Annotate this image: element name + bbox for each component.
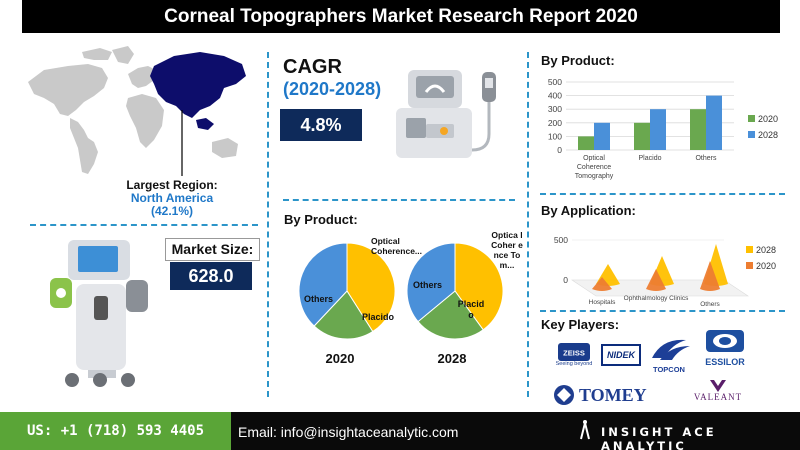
cone-category-label: Hospitals (589, 299, 616, 306)
bar-2020-2 (690, 109, 706, 150)
essilor-logo: ESSILOR (700, 330, 750, 370)
device-illustration-left (50, 240, 148, 387)
bar-2020-1 (634, 122, 650, 150)
brand-icon (580, 420, 590, 440)
pie-chart-2028 (406, 242, 504, 340)
cone-2020-2 (700, 261, 720, 291)
pie1-label-placido: Placido (362, 312, 395, 322)
pie-2028-slice-1 (417, 290, 484, 340)
pie-2028-slice-0 (454, 242, 504, 331)
bar-ytick-label: 500 (548, 77, 562, 87)
device-illustration-center (396, 70, 496, 158)
pie-2020-slice-2 (298, 242, 348, 327)
pie-2028-slice-2 (406, 242, 456, 323)
bar-ytick-label: 300 (548, 104, 562, 114)
bar-ytick-label: 400 (548, 91, 562, 101)
tomey-logo: TOMEY (553, 384, 653, 406)
footer-brand: INSIGHT ACE ANALYTIC (601, 425, 717, 450)
bar-ytick-label: 200 (548, 118, 562, 128)
key-players-title: Key Players: (541, 317, 620, 332)
pie-section-title: By Product: (284, 212, 358, 227)
divider-left (267, 52, 269, 397)
market-size-label: Market Size: (165, 238, 260, 261)
divider-right (527, 52, 529, 397)
world-map (28, 46, 246, 176)
bar-category-label: Others (695, 155, 717, 162)
zeiss-logo: ZEISS Seeing beyond (554, 343, 594, 371)
cone-category-label: Others (700, 301, 720, 308)
bar-category-label: Placido (639, 155, 662, 162)
pie2-caption: 2028 (437, 351, 467, 366)
bar-category-label: Optical Coherence Tomography (575, 155, 614, 180)
pie1-caption: 2020 (325, 351, 355, 366)
cone-legend-label: 2028 (756, 245, 776, 255)
bar-legend-swatch-2020 (748, 115, 755, 122)
cone-ytick-label: 0 (563, 275, 568, 285)
cone-legend-label: 2020 (756, 261, 776, 271)
cone-chart-title: By Application: (541, 203, 636, 218)
svg-text:ZEISS: ZEISS (563, 349, 585, 358)
pie-2020-slice-1 (313, 290, 374, 340)
bar-ytick-label: 100 (548, 131, 562, 141)
highlighted-region (150, 52, 246, 118)
cone-legend-swatch-2028 (746, 246, 753, 253)
divider-mid-h (283, 199, 515, 201)
bar-2028-1 (650, 109, 666, 150)
divider-right-h1 (540, 193, 785, 195)
topcon-logo: TOPCON (646, 336, 692, 374)
pie2-label-oct: Optica l Coher ence Tom... (491, 230, 523, 270)
market-size-value: 628.0 (170, 262, 252, 290)
bar-chart-title: By Product: (541, 53, 615, 68)
valeant-logo: VALEANT (688, 380, 748, 406)
cone-ytick-label: 500 (554, 235, 568, 245)
bar-2028-2 (706, 95, 722, 150)
footer-bar (231, 412, 800, 450)
nidek-logo: NIDEK (601, 344, 641, 366)
bar-2028-0 (594, 122, 610, 150)
cone-2020-0 (592, 277, 612, 291)
cagr-value: 4.8% (280, 109, 362, 141)
pie-chart-2020 (298, 242, 396, 340)
bar-ytick-label: 0 (557, 145, 562, 155)
footer-email[interactable]: Email: info@insightaceanalytic.com (238, 424, 459, 440)
bar-legend-swatch-2028 (748, 131, 755, 138)
pie1-label-oct: Optical Coherence... (371, 236, 423, 256)
cone-category-label: Ophthalmology Clinics (624, 295, 689, 302)
footer-phone: US: +1 (718) 593 4405 (0, 412, 231, 450)
cone-2020-1 (646, 269, 666, 291)
bar-legend-label: 2028 (758, 130, 778, 140)
report-title: Corneal Topographers Market Research Rep… (22, 0, 780, 33)
divider-left-h (30, 224, 258, 226)
bar-legend-label: 2020 (758, 114, 778, 124)
cagr-label: CAGR (283, 56, 342, 78)
pie2-label-placido: Placid o (457, 299, 485, 320)
cone-chart-by-application: 0 500 Hospitals Ophthalmology Clinics Others… (554, 235, 776, 308)
largest-region-label: Largest Region: (126, 178, 218, 192)
pie1-label-others: Others (304, 294, 334, 304)
divider-right-h2 (540, 310, 785, 312)
bar-2020-0 (578, 136, 594, 150)
bar-chart-by-product: 0 100 200 300 400 500 Optical Coherence Tomograp… (548, 77, 778, 180)
cagr-period: (2020-2028) (283, 79, 382, 99)
largest-region-share: (42.1%) (150, 204, 194, 218)
cone-legend-swatch-2020 (746, 262, 753, 269)
largest-region-name: North America (130, 191, 214, 205)
pie2-label-others: Others (413, 280, 443, 290)
